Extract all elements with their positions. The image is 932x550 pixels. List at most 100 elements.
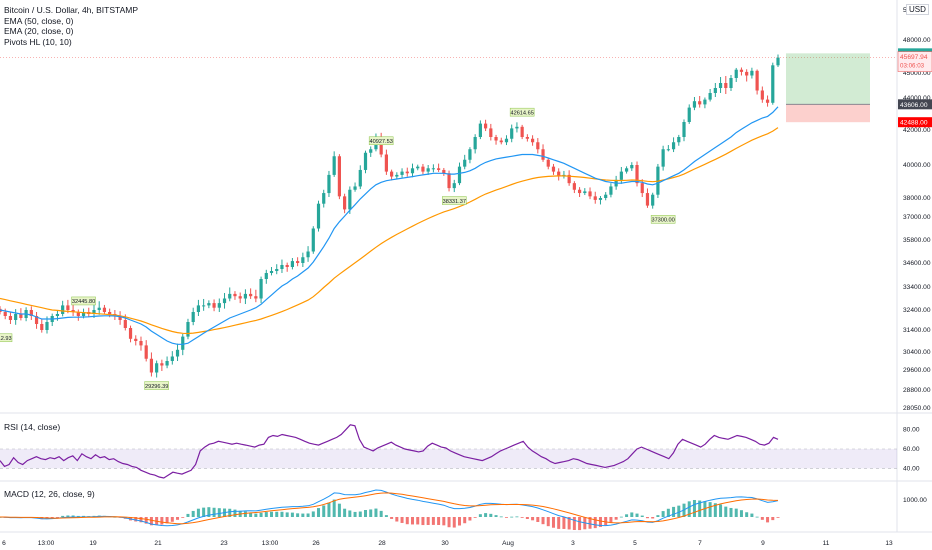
macd-hist-bar [76, 515, 80, 517]
candle-body [687, 107, 691, 122]
macd-title[interactable]: MACD (12, 26, close, 9) [4, 489, 95, 499]
candle-body [489, 128, 493, 137]
macd-hist-bar [588, 517, 592, 529]
candle-body [598, 198, 603, 200]
ema20-legend[interactable]: EMA (20, close, 0) [4, 26, 74, 36]
ema50-legend[interactable]: EMA (50, close, 0) [4, 15, 74, 26]
macd-hist-bar [306, 513, 310, 517]
macd-hist-bar [640, 515, 644, 517]
candle-body [557, 171, 561, 177]
candle-body [478, 123, 482, 137]
macd-hist-bar [395, 517, 399, 522]
macd-hist-bar [447, 517, 451, 528]
pivot-label-box [509, 107, 535, 117]
candle-body [604, 194, 608, 198]
candle-body [222, 298, 227, 304]
macd-hist-bar [144, 517, 148, 524]
macd-hist-bar [755, 516, 759, 518]
time-axis[interactable]: 6 13:00 19 21 23 13:00 26 28 30 Aug 3 5 7 9 11 13 [2, 540, 893, 547]
macd-hist-bar [557, 517, 561, 529]
candle-body [588, 191, 592, 197]
candle-body [624, 168, 629, 172]
candle-body [504, 138, 509, 143]
macd-hist-bar [478, 514, 482, 517]
macd-hist-bar [290, 512, 294, 517]
candle-body [457, 166, 462, 184]
price-axis[interactable]: 48000.00 45000.00 44000.00 42000.00 40000.00… [897, 7, 932, 412]
macd-hist-bar [645, 517, 649, 519]
candle-body [708, 93, 712, 100]
macd-hist-bar [61, 515, 65, 517]
candle-body [771, 65, 775, 103]
macd-hist-bar [661, 511, 665, 517]
candle-body [55, 314, 60, 316]
candle-body [567, 174, 571, 184]
candle-body [431, 168, 435, 170]
macd-hist-bar [562, 517, 566, 529]
candle-body [139, 341, 143, 346]
macd-hist-bar [285, 512, 289, 517]
candle-body [468, 149, 472, 160]
candle-body [546, 159, 550, 167]
rsi-title[interactable]: RSI (14, close) [4, 422, 61, 432]
macd-hist-bar [71, 515, 75, 517]
macd-hist-bar [677, 505, 681, 517]
candle-body [66, 305, 70, 310]
candle-body [76, 312, 80, 316]
price-tick: 34600.00 [903, 260, 931, 267]
time-tick: 3 [571, 540, 575, 547]
price-tick: 28050.00 [903, 405, 931, 412]
candle-body [285, 265, 289, 267]
macd-hist-bar [416, 517, 420, 525]
candle-body [541, 149, 545, 160]
macd-hist-bar [327, 502, 331, 517]
macd-hist-bar [191, 510, 195, 517]
chart-legend: Bitcoin / U.S. Dollar, 4h, BITSTAMP EMA … [4, 5, 138, 47]
macd-hist-bar [228, 508, 232, 517]
macd-hist-bar [176, 517, 180, 520]
candle-body [301, 257, 305, 263]
pivots-legend[interactable]: Pivots HL (10, 10) [4, 36, 72, 47]
candle-body [416, 166, 420, 169]
candle-body [332, 156, 336, 175]
macd-hist-bar [405, 517, 409, 525]
macd-hist-bar [301, 513, 305, 517]
macd-hist-bar [536, 517, 540, 522]
currency-label[interactable]: USD [906, 4, 929, 15]
pivot-label: 29296.39 [145, 384, 168, 390]
price-pane[interactable]: 32445.80 33312.93 29296.39 40927.53 38331.37… [0, 53, 897, 390]
macd-hist-bar [442, 517, 446, 526]
candle-body [452, 183, 456, 189]
macd-hist-bar [421, 517, 425, 526]
candle-body [264, 273, 268, 279]
candle-body [186, 322, 190, 337]
macd-hist-bar [745, 512, 749, 517]
price-tick: 44000.00 [903, 95, 931, 102]
candle-body [572, 183, 576, 190]
price-tick: 29600.00 [903, 367, 931, 374]
candle-body [207, 303, 211, 306]
macd-hist-bar [630, 512, 634, 517]
macd-hist-bar [510, 516, 514, 518]
candle-body [337, 156, 341, 197]
macd-hist-bar [525, 517, 529, 520]
candle-body [713, 88, 717, 93]
candle-body [61, 305, 65, 314]
macd-hist-bar [760, 517, 764, 520]
macd-hist-bar [734, 508, 738, 517]
candle-body [379, 137, 383, 155]
macd-tick: 1000.00 [903, 497, 927, 504]
macd-hist-bar [593, 517, 597, 529]
rsi-pane[interactable]: 80.00 60.00 40.00 [0, 424, 920, 479]
macd-hist-bar [212, 507, 216, 517]
macd-hist-bar [431, 517, 435, 525]
macd-hist-bar [160, 517, 164, 525]
macd-hist-bar [254, 513, 258, 517]
macd-pane[interactable]: 1000.00 [0, 489, 927, 531]
candle-body [619, 171, 623, 180]
pivot-label-box [144, 381, 169, 390]
time-tick: 26 [312, 540, 320, 547]
macd-hist-bar [207, 507, 211, 517]
macd-hist-bar [379, 510, 383, 517]
